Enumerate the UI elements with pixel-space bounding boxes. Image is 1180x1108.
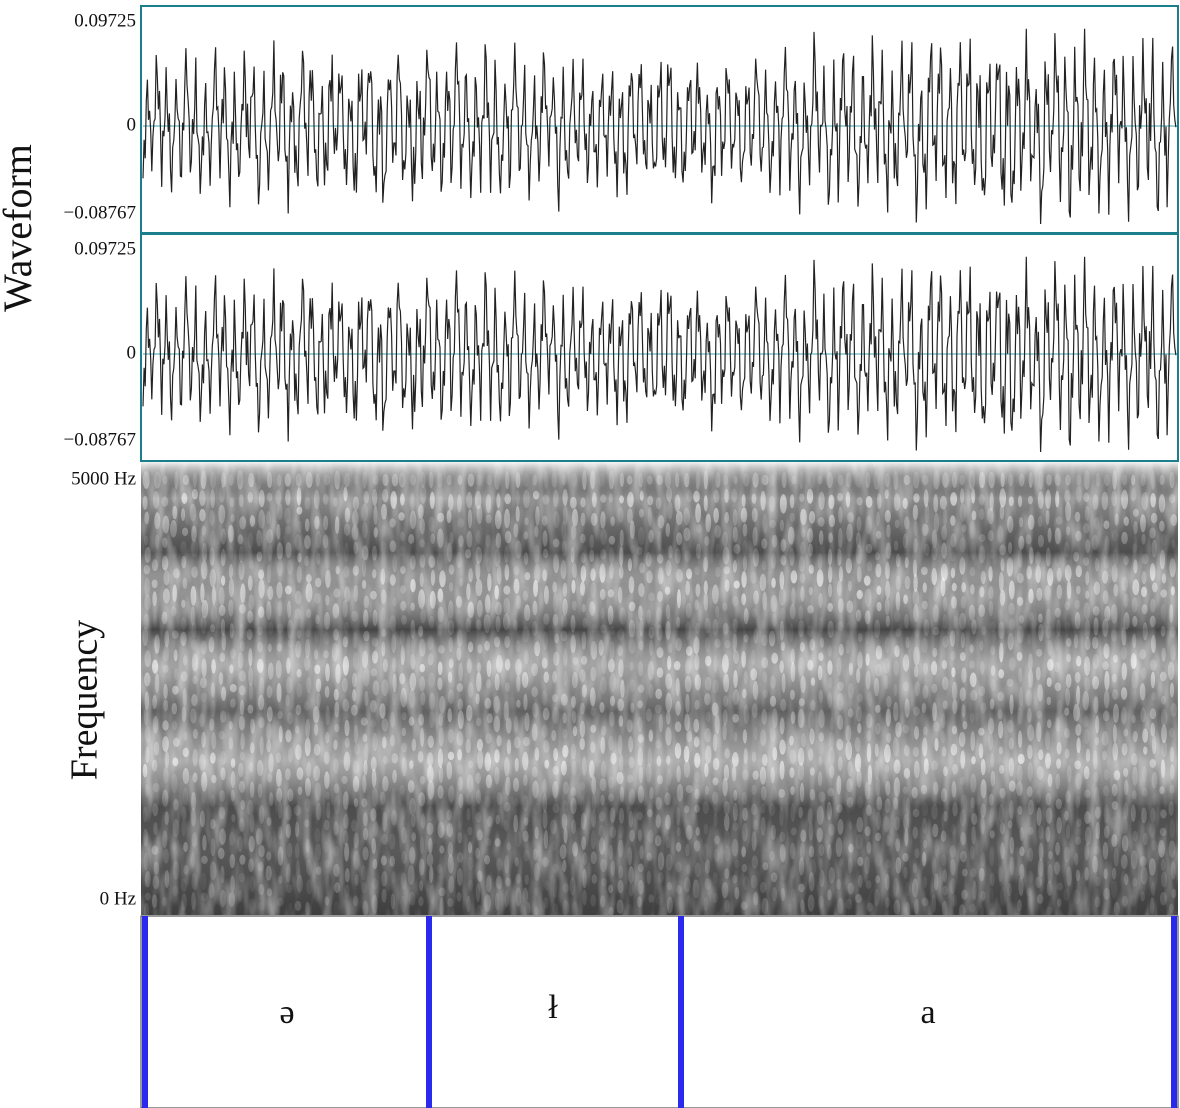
tick-label: 0.09725	[74, 10, 136, 31]
tick-label: 0	[127, 342, 137, 363]
interval-label[interactable]: ə	[279, 994, 294, 1031]
tick-label: 0.09725	[74, 238, 136, 259]
channel-frame	[140, 233, 1179, 462]
textgrid-tier: ə ł a	[140, 915, 1179, 1108]
boundary[interactable]	[426, 916, 432, 1108]
tick-label: 0	[127, 114, 137, 135]
boundary[interactable]	[678, 916, 684, 1108]
spectrogram-texture	[141, 462, 1178, 915]
interval-label[interactable]: ł	[548, 989, 558, 1026]
waveform-trace	[142, 256, 1177, 453]
spectrogram	[141, 462, 1178, 921]
waveform-trace	[142, 28, 1177, 225]
tick-label: 0 Hz	[100, 888, 136, 909]
tick-label: −0.08767	[64, 202, 136, 223]
tick-label: −0.08767	[64, 429, 136, 450]
frequency-axis-label: Frequency	[64, 620, 106, 780]
waveform-axis-label: Waveform	[0, 144, 40, 312]
tier-frame	[140, 915, 1179, 1108]
interval-label[interactable]: a	[920, 994, 935, 1031]
boundary[interactable]	[142, 916, 148, 1108]
tick-label: 5000 Hz	[71, 468, 136, 489]
waveform-plot	[142, 28, 1177, 453]
boundary[interactable]	[1171, 916, 1177, 1108]
